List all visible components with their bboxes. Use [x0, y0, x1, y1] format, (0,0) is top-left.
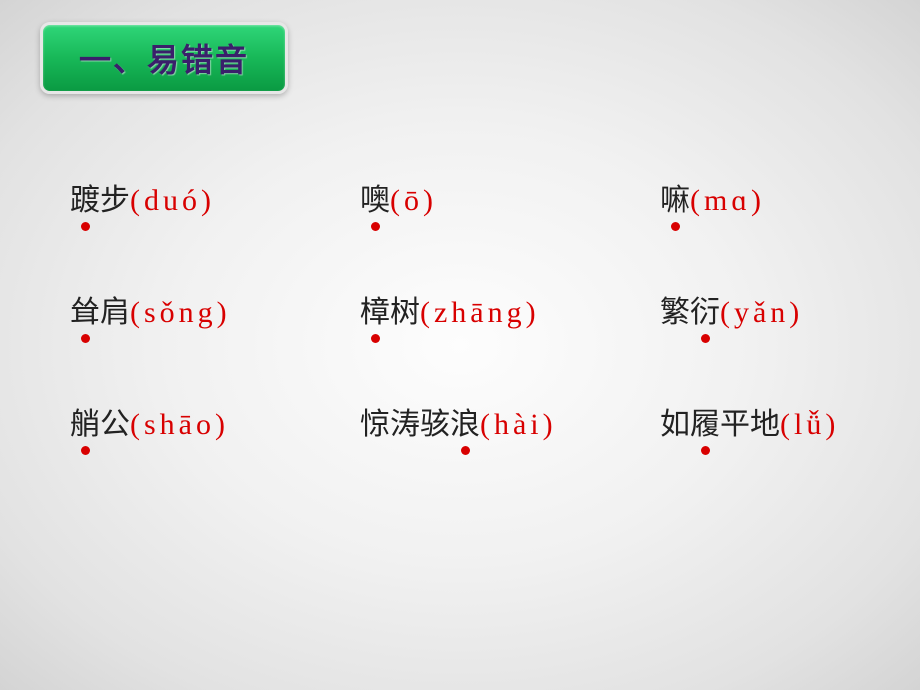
pinyin-text: (sǒng) — [130, 296, 231, 329]
vocab-cell: 耸肩(sǒng) — [70, 292, 360, 334]
pinyin-text: (zhāng) — [420, 296, 540, 329]
vocab-cell: 艄公(shāo) — [70, 404, 360, 446]
vocab-grid: 踱步(duó)噢(ō)嘛(mɑ)耸肩(sǒng)樟树(zhāng)繁衍(yǎn)… — [70, 180, 870, 516]
vocab-cell: 繁衍(yǎn) — [660, 292, 870, 334]
han-text: 嘛 — [660, 184, 690, 217]
han-text: 踱步 — [70, 184, 130, 217]
vocab-row: 踱步(duó)噢(ō)嘛(mɑ) — [70, 180, 870, 222]
vocab-row: 艄公(shāo)惊涛骇浪(hài)如履平地(lǚ) — [70, 404, 870, 446]
vocab-cell: 如履平地(lǚ) — [660, 404, 870, 446]
pinyin-text: (yǎn) — [720, 296, 803, 329]
emphasis-dot — [81, 334, 90, 343]
pinyin-text: (duó) — [130, 184, 215, 217]
han-text: 艄公 — [70, 408, 130, 441]
vocab-cell: 踱步(duó) — [70, 180, 360, 222]
han-text: 噢 — [360, 184, 390, 217]
pinyin-text: (hài) — [480, 408, 557, 441]
pinyin-text: (mɑ) — [690, 184, 765, 217]
section-title: 一、易错音 — [79, 42, 249, 78]
vocab-cell: 噢(ō) — [360, 180, 660, 222]
emphasis-dot — [701, 334, 710, 343]
emphasis-dot — [701, 446, 710, 455]
vocab-cell: 樟树(zhāng) — [360, 292, 660, 334]
section-badge: 一、易错音 — [40, 22, 288, 94]
pinyin-text: (lǚ) — [780, 408, 839, 441]
emphasis-dot — [81, 446, 90, 455]
vocab-cell: 惊涛骇浪(hài) — [360, 404, 660, 446]
han-text: 惊涛骇浪 — [360, 408, 480, 441]
emphasis-dot — [671, 222, 680, 231]
emphasis-dot — [461, 446, 470, 455]
vocab-cell: 嘛(mɑ) — [660, 180, 870, 222]
emphasis-dot — [371, 334, 380, 343]
pinyin-text: (shāo) — [130, 408, 229, 441]
emphasis-dot — [81, 222, 90, 231]
vocab-row: 耸肩(sǒng)樟树(zhāng)繁衍(yǎn) — [70, 292, 870, 334]
han-text: 如履平地 — [660, 408, 780, 441]
emphasis-dot — [371, 222, 380, 231]
han-text: 樟树 — [360, 296, 420, 329]
han-text: 繁衍 — [660, 296, 720, 329]
pinyin-text: (ō) — [390, 184, 437, 217]
han-text: 耸肩 — [70, 296, 130, 329]
